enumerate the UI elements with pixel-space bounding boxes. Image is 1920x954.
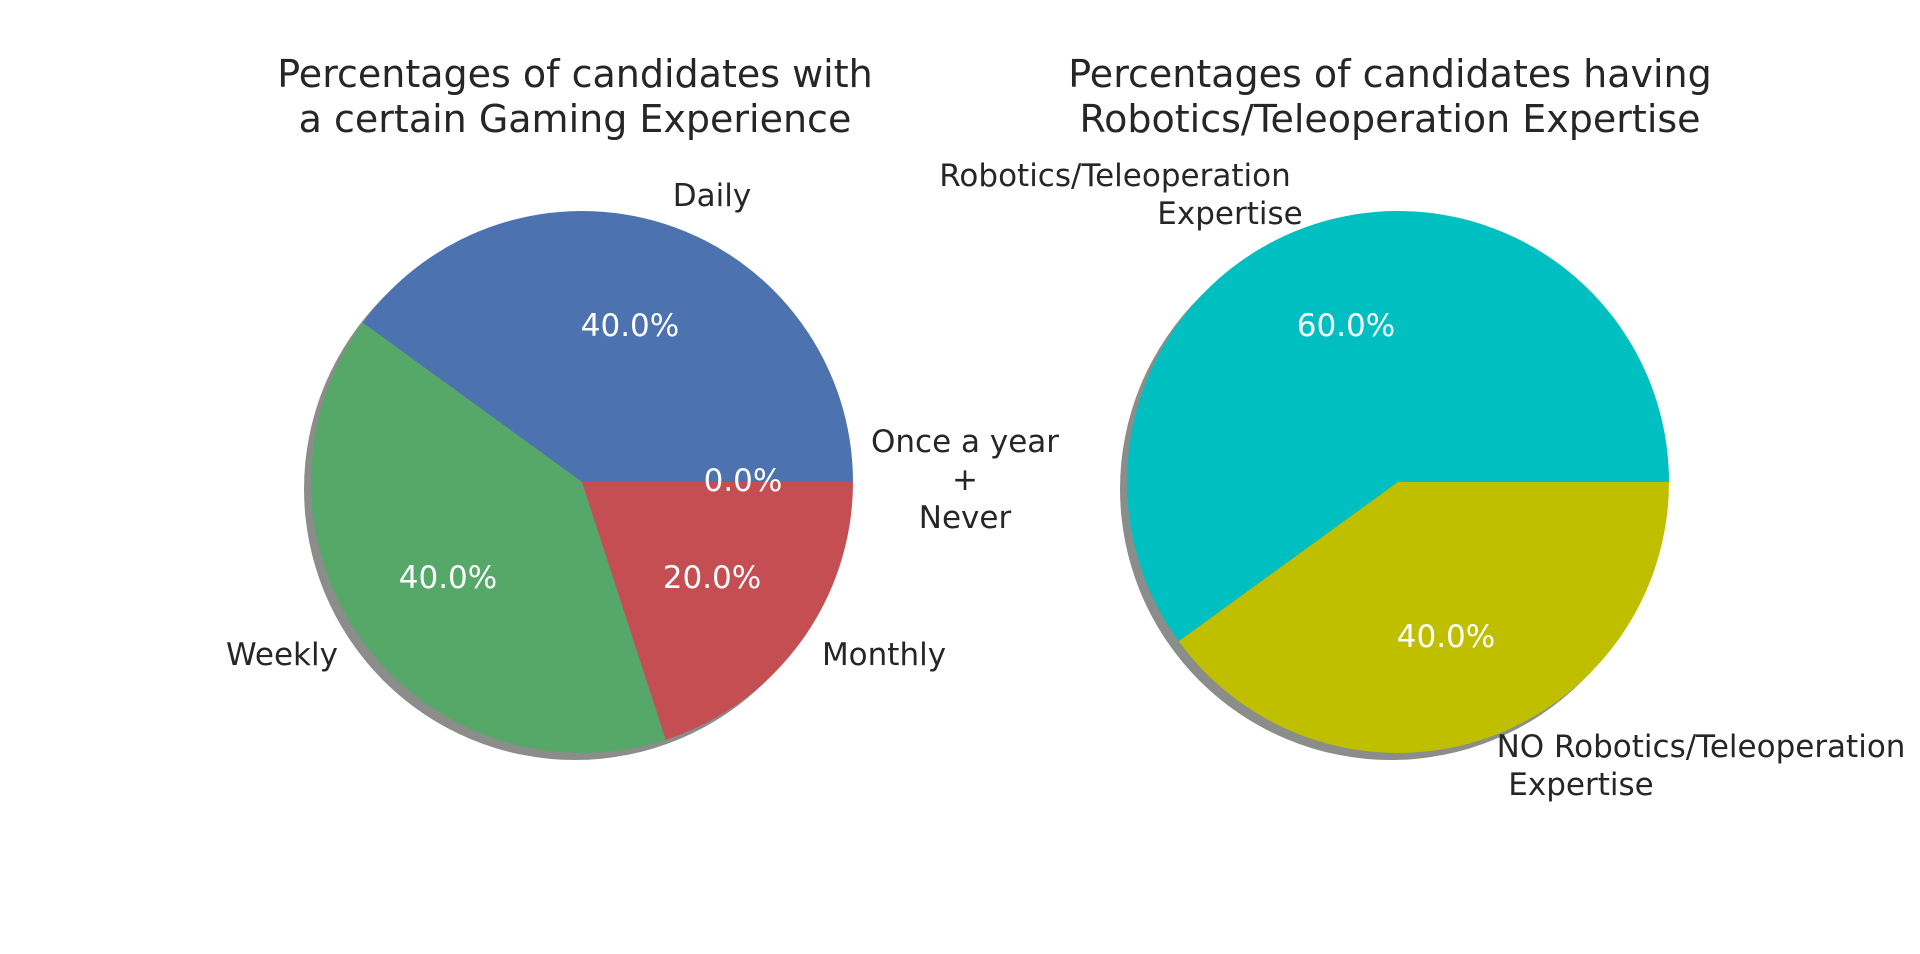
slice-label-line: Never [919, 500, 1012, 536]
pct-label-weekly: 40.0% [399, 560, 497, 596]
pie-slice-weekly [311, 322, 666, 753]
slice-label-line: Daily [673, 178, 751, 214]
slice-label-no-robotics-teleoperation-expertise: NO Robotics/Teleoperation Expertise [1497, 729, 1906, 803]
chart-title-line: Percentages of candidates with [277, 52, 872, 96]
slice-label-line: Robotics/Teleoperation [939, 158, 1290, 194]
slice-label-line: NO Robotics/Teleoperation [1497, 729, 1906, 765]
pct-label-once-a-year-never: 0.0% [704, 463, 783, 499]
pie-slice-monthly [582, 482, 853, 740]
chart-title: Percentages of candidates with a certain … [277, 52, 872, 141]
pie-slice-no-robotics-teleoperation-expertise [1178, 482, 1669, 754]
slice-label-daily: Daily [673, 178, 751, 214]
chart-title-line: Percentages of candidates having [1068, 52, 1711, 96]
chart-title: Percentages of candidates having Robotics… [1068, 52, 1711, 141]
slice-label-line: Monthly [822, 637, 946, 673]
slice-label-monthly: Monthly [822, 637, 946, 673]
pct-label-monthly: 20.0% [663, 560, 761, 596]
pie-slice-robotics-teleoperation-expertise [1127, 211, 1669, 642]
slice-label-robotics-teleoperation-expertise: Robotics/Teleoperation Expertise [939, 158, 1302, 232]
pie-slice-daily [362, 211, 854, 482]
slice-label-line: Weekly [226, 637, 338, 673]
chart-title-line: a certain Gaming Experience [299, 97, 852, 141]
slice-label-weekly: Weekly [226, 637, 338, 673]
pct-label-no-robotics-teleoperation-expertise: 40.0% [1397, 619, 1495, 655]
pie-chart-2: Percentages of candidates having Robotics… [939, 52, 1905, 803]
pie-chart-1: Percentages of candidates with a certain … [226, 52, 1059, 760]
chart-title-line: Robotics/Teleoperation Expertise [1079, 97, 1700, 141]
pct-label-daily: 40.0% [581, 308, 679, 344]
slice-label-once-a-year-never: Once a year + Never [871, 424, 1059, 536]
slice-label-line: Expertise [1508, 767, 1653, 803]
slice-label-line: Expertise [1157, 196, 1302, 232]
slice-label-line: + [952, 462, 978, 498]
slice-label-line: Once a year [871, 424, 1059, 460]
pct-label-robotics-teleoperation-expertise: 60.0% [1297, 308, 1395, 344]
